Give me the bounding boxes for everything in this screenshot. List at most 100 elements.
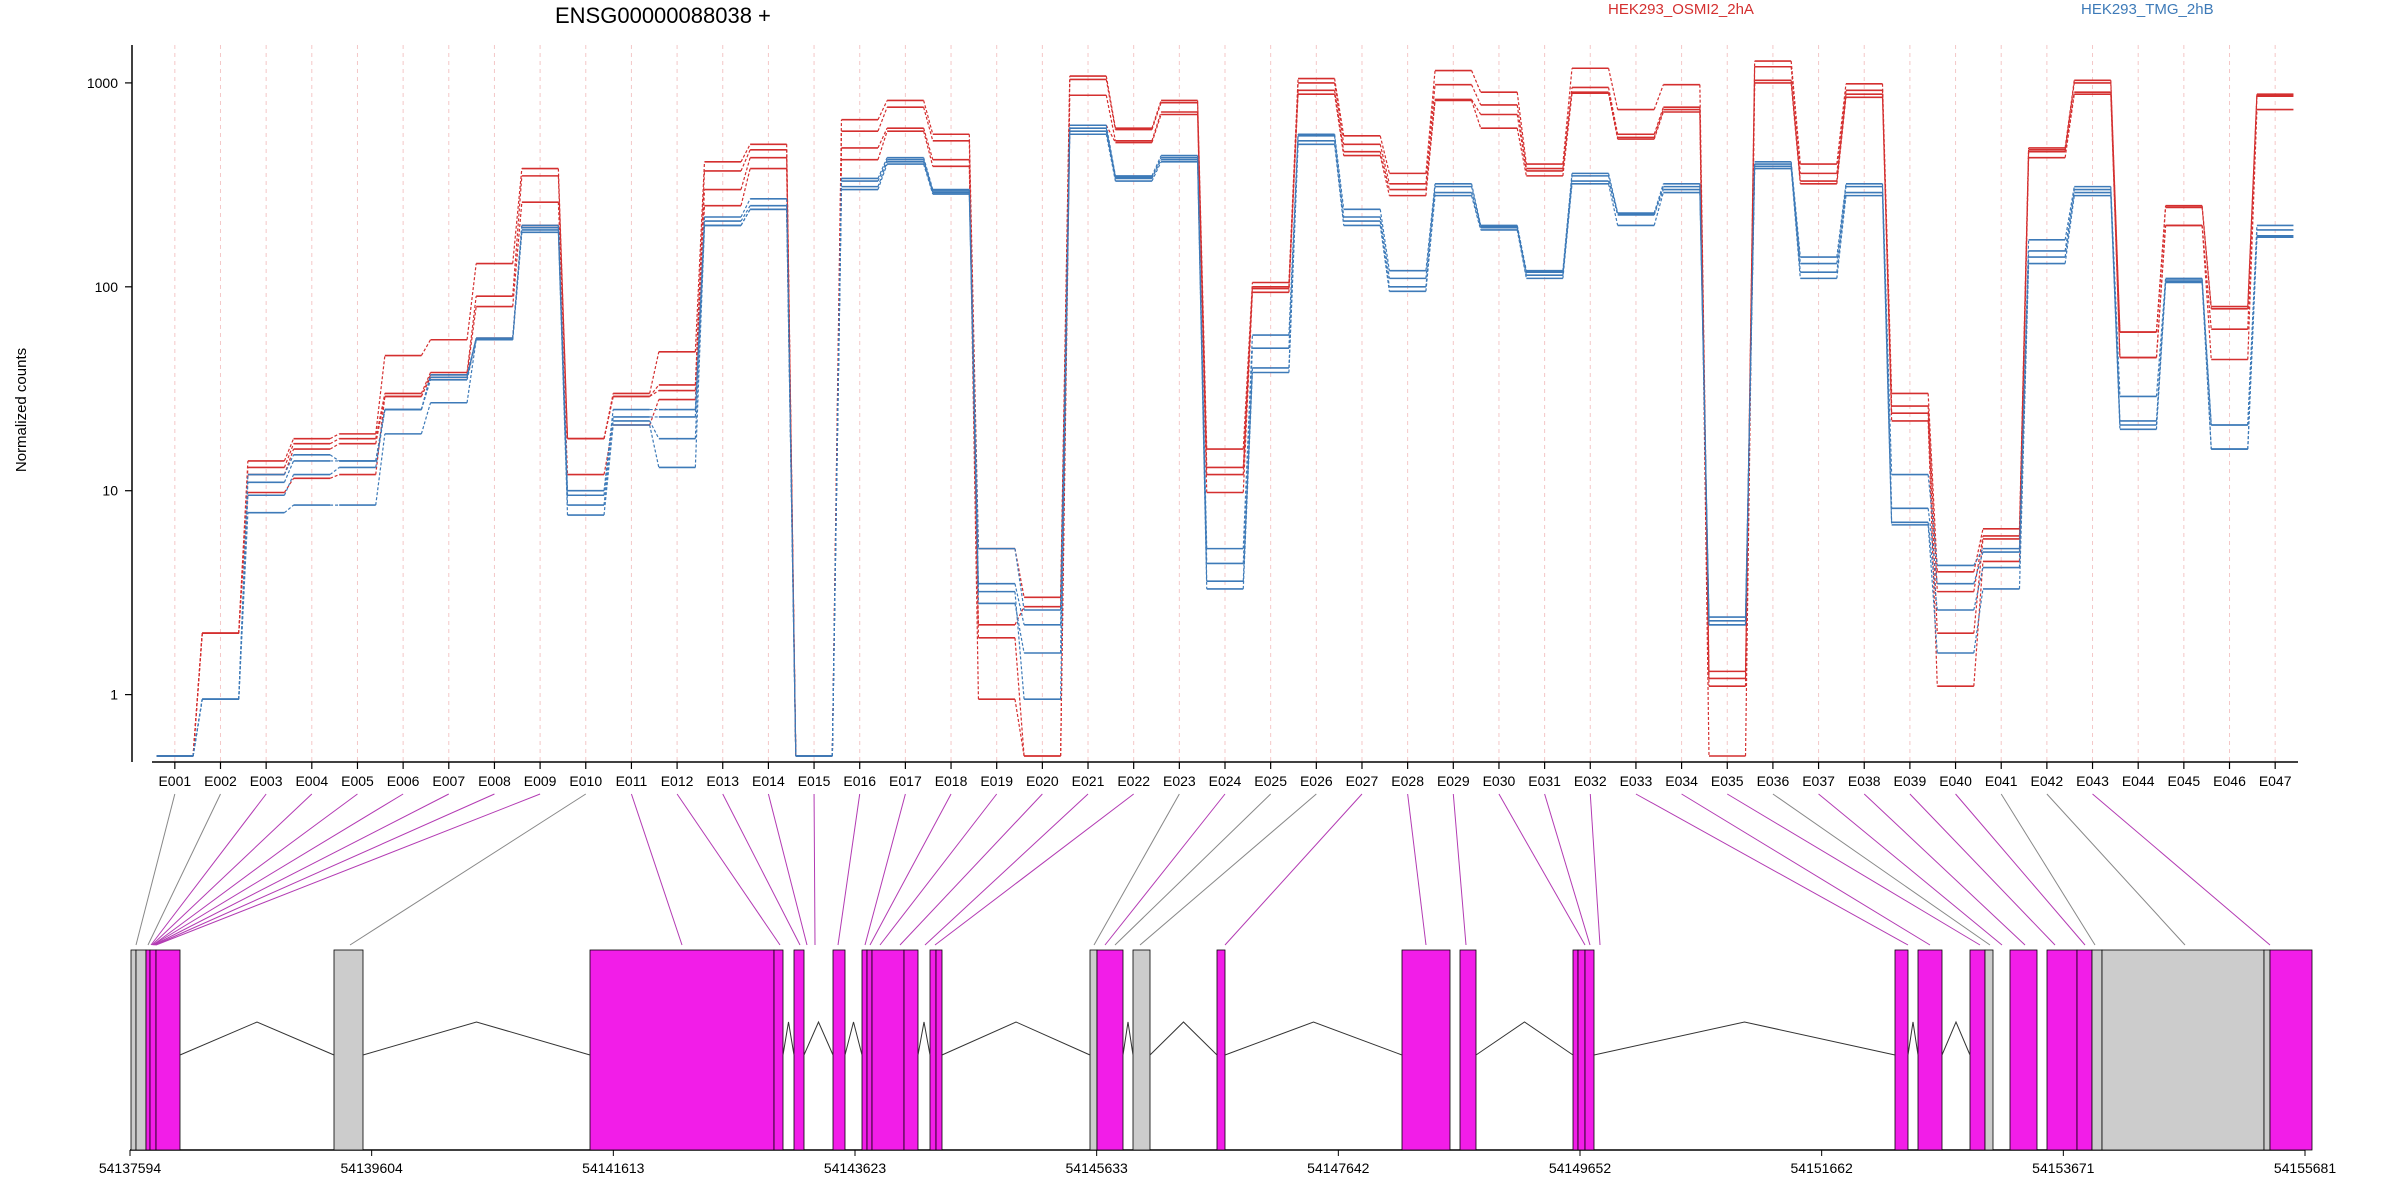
series-5-link-25 <box>1288 134 1299 336</box>
connector-E035 <box>1726 793 1981 946</box>
series-3-link-3 <box>283 448 295 475</box>
series-4-link-38 <box>1881 97 1893 421</box>
exon-block-27 <box>1917 949 1943 1151</box>
series-8-link-7 <box>466 339 477 403</box>
series-3-link-39 <box>1927 413 1938 634</box>
exon-block-29 <box>1984 949 1994 1151</box>
y-axis-label: Normalized counts <box>13 348 30 472</box>
connector-E040 <box>1955 793 2086 946</box>
x-tick-label-E005: E005 <box>341 773 374 789</box>
exon-block-22 <box>1459 949 1477 1151</box>
series-8-link-3 <box>284 504 294 514</box>
exon-connectors <box>135 793 2271 946</box>
series-3-link-8 <box>512 202 523 307</box>
connector-E043 <box>2092 793 2271 946</box>
series-6-link-42 <box>2064 189 2075 251</box>
series-8-link-15 <box>831 189 843 757</box>
series-4-link-13 <box>740 168 751 206</box>
series-1-link-23 <box>1197 100 1208 450</box>
connector-E039 <box>1909 793 2056 946</box>
series-8-link-40 <box>1973 588 1984 654</box>
connector-E024 <box>1104 793 1226 946</box>
connector-E038 <box>1863 793 2026 946</box>
coord-label-54155681: 54155681 <box>2274 1160 2337 1176</box>
series-8-link-32 <box>1607 183 1619 226</box>
series-2-link-17 <box>923 107 934 141</box>
series-5-link-39 <box>1927 474 1938 566</box>
exon-block-4 <box>149 949 157 1151</box>
series-5-link-1 <box>192 699 203 757</box>
series-1-link-6 <box>420 339 432 356</box>
series-1-link-7 <box>466 263 477 340</box>
series-2-link-3 <box>283 443 295 468</box>
series-3-link-21 <box>1105 95 1117 141</box>
series-4-link-27 <box>1379 155 1390 196</box>
series-7-link-43 <box>2110 192 2121 426</box>
x-tick-label-E007: E007 <box>432 773 465 789</box>
series-4-link-28 <box>1425 100 1436 196</box>
chart-title: ENSG00000088038 + <box>555 3 771 28</box>
x-tick-label-E030: E030 <box>1483 773 1516 789</box>
connector-E032 <box>1589 793 1601 946</box>
series-6-link-13 <box>740 205 751 222</box>
intron-1 <box>179 1021 335 1056</box>
series-8-link-21 <box>1105 134 1117 182</box>
series-4-link-40 <box>1973 561 1984 687</box>
x-tick-label-E029: E029 <box>1437 773 1470 789</box>
short-intron-6 <box>1907 1021 1919 1056</box>
series-1-link-8 <box>512 168 523 264</box>
series-3-link-19 <box>1014 637 1025 757</box>
series-7-link-34 <box>1699 189 1710 625</box>
exon-block-30 <box>2009 949 2038 1151</box>
series-1-link-30 <box>1516 92 1527 165</box>
series-7-link-1 <box>192 699 203 757</box>
series-8-link-44 <box>2155 282 2167 430</box>
x-tick-label-E046: E046 <box>2213 773 2246 789</box>
connector-E031 <box>1544 793 1591 946</box>
x-tick-label-E001: E001 <box>158 773 191 789</box>
exon-block-6 <box>333 949 364 1151</box>
coord-label-54151662: 54151662 <box>1791 1160 1854 1176</box>
series-4-link-1 <box>192 633 203 757</box>
x-tick-label-E034: E034 <box>1665 773 1698 789</box>
series-1-link-37 <box>1836 83 1847 165</box>
series-8-link-14 <box>786 209 797 757</box>
connector-E005 <box>152 793 358 946</box>
series-8-link-36 <box>1790 168 1801 279</box>
x-tick-label-E013: E013 <box>706 773 739 789</box>
series-2-link-11 <box>649 384 660 397</box>
series-7-link-29 <box>1470 192 1482 228</box>
x-tick-label-E024: E024 <box>1209 773 1242 789</box>
series-7-link-19 <box>1014 603 1025 654</box>
series-2-link-13 <box>740 149 751 172</box>
x-tick-label-E021: E021 <box>1072 773 1105 789</box>
exon-block-10 <box>832 949 846 1151</box>
short-intron-4 <box>917 1021 931 1056</box>
series-2-link-32 <box>1607 87 1619 135</box>
coord-label-54149652: 54149652 <box>1549 1160 1612 1176</box>
series-7-link-30 <box>1516 227 1527 276</box>
x-tick-label-E047: E047 <box>2259 773 2292 789</box>
series-7-link-23 <box>1197 159 1208 582</box>
x-tick-label-E033: E033 <box>1620 773 1653 789</box>
x-tick-label-E022: E022 <box>1117 773 1150 789</box>
x-tick-label-E035: E035 <box>1711 773 1744 789</box>
exon-gridlines <box>174 45 2276 762</box>
x-tick-label-E020: E020 <box>1026 773 1059 789</box>
series-4-link-23 <box>1197 114 1208 493</box>
series-5-link-42 <box>2064 186 2075 240</box>
series-3-link-17 <box>923 127 934 160</box>
series-4-link-31 <box>1562 93 1573 176</box>
exon-block-20 <box>1216 949 1226 1151</box>
series-1-link-16 <box>877 100 888 120</box>
series-5-link-19 <box>1014 548 1025 611</box>
series-lines <box>156 60 2294 757</box>
x-axis: E001 E002 E003 E004 E005 E006 E007 E008 E009 E010… <box>152 761 2298 789</box>
series-3-link-27 <box>1379 151 1390 190</box>
series-1-link-21 <box>1105 75 1117 129</box>
series-3-link-9 <box>557 202 569 439</box>
series-7-link-33 <box>1653 189 1664 216</box>
series-7-link-16 <box>877 161 888 187</box>
series-8-link-20 <box>1060 134 1071 700</box>
